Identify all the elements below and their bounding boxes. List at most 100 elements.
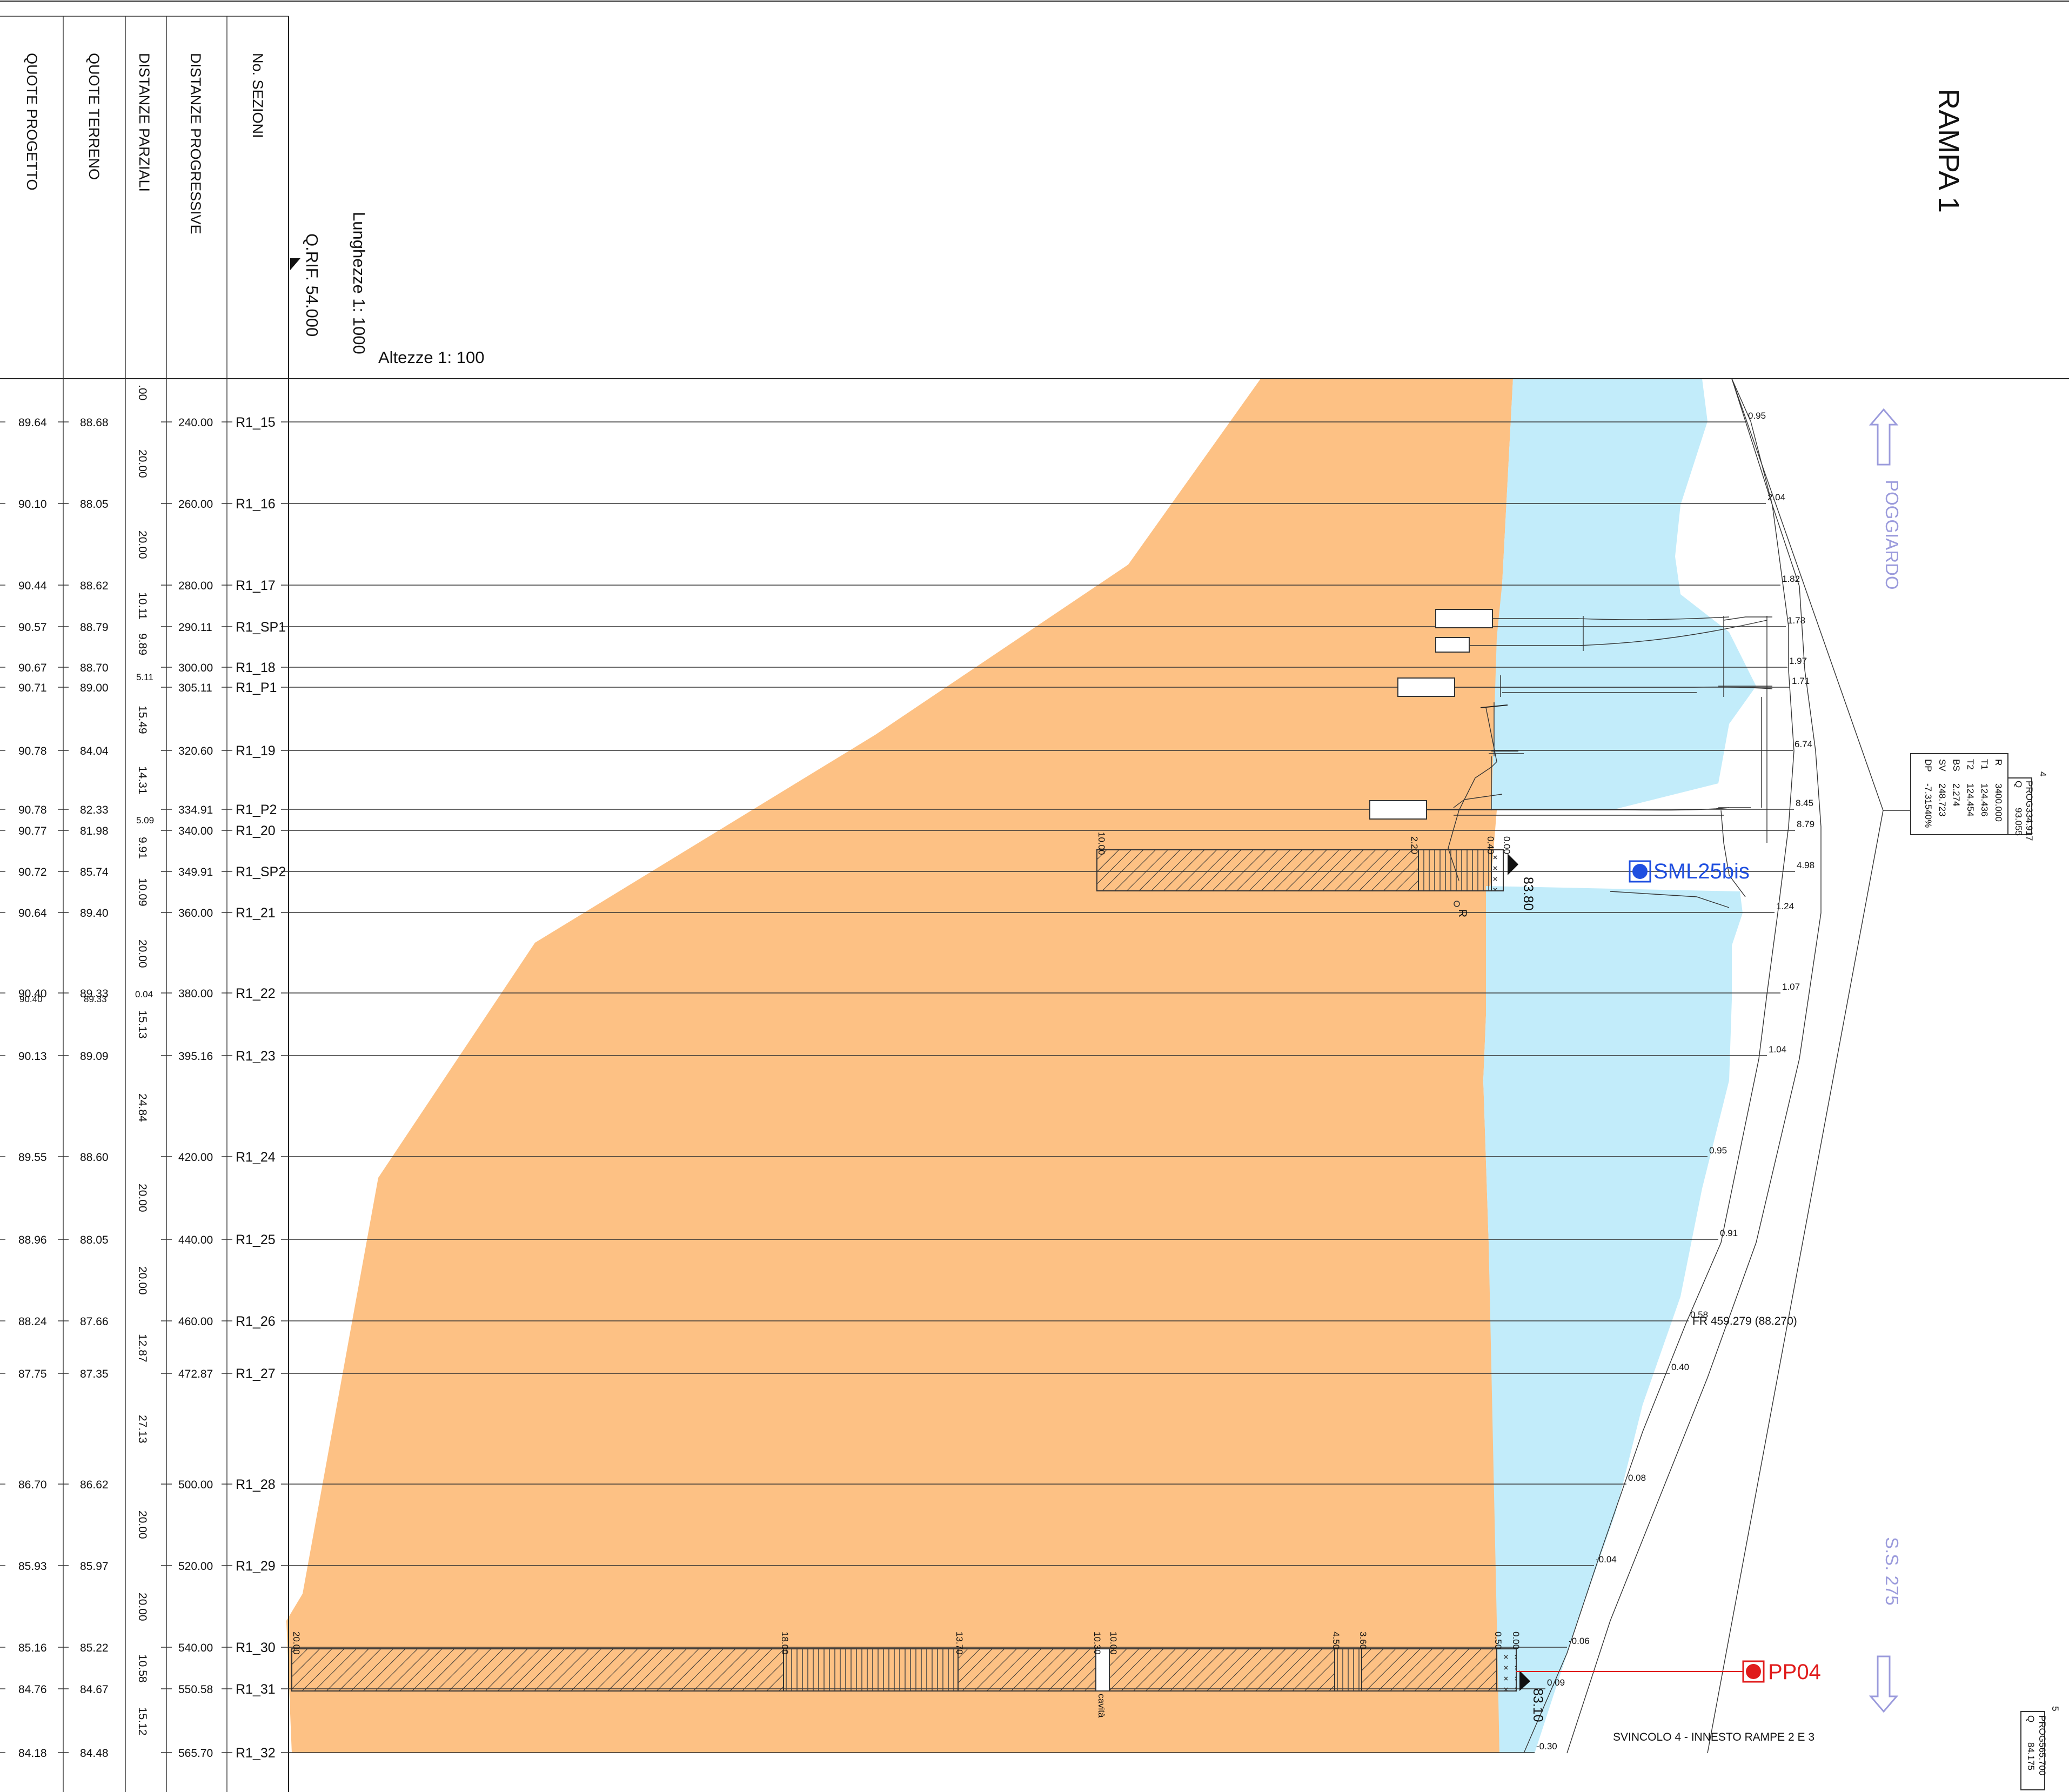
vertex-table-4: R 3400.000 T1 124.436 T2 124.454 BS 2.274 SV 248.… (1883, 753, 2048, 841)
section-row: 85.16 85.22 540.00 R1_30 -0.06 (0, 1636, 1590, 1655)
direction-south: S.S. 275 (1869, 1537, 1902, 1713)
section-value: 1.24 (1776, 901, 1794, 911)
quote-progetto: 84.18 (18, 1747, 47, 1760)
section-row: 90.78 84.04 320.60 R1_19 6.74 (0, 739, 1812, 759)
distanza-parziale: 10.11 (136, 592, 149, 620)
section-name: R1_25 (236, 1232, 276, 1247)
borehole-sml25bis: 10.00 2.20 0.40 0.00 83.80 SML25bis R (1096, 832, 1750, 917)
grade-line (1523, 378, 1795, 1754)
section-value: 1.04 (1769, 1044, 1786, 1055)
quote-terreno: 81.98 (80, 825, 109, 837)
quote-progetto: 90.40 (18, 988, 47, 1000)
quote-terreno: 89.40 (80, 907, 109, 920)
quote-progetto: 90.71 (18, 682, 47, 694)
quote-terreno: 85.22 (80, 1642, 109, 1654)
section-name: R1_SP2 (236, 864, 286, 880)
distanza-progressiva: 540.00 (178, 1642, 213, 1654)
vertex-param-label: R (1993, 759, 2004, 766)
section-value: 6.74 (1795, 739, 1812, 749)
quote-progetto: 90.10 (18, 498, 47, 511)
sml-mark-a: 0.40 (1485, 836, 1496, 854)
header-distanze-parziali: DISTANZE PARZIALI (136, 53, 152, 192)
profile-band (1491, 379, 1756, 810)
sml-mark-b: 0.00 (1502, 836, 1512, 854)
quote-terreno: 89.09 (80, 1050, 109, 1063)
quote-progetto: 90.13 (18, 1050, 47, 1063)
distanza-progressiva: 550.58 (178, 1683, 213, 1696)
section-value: 8.79 (1797, 819, 1814, 829)
section-name: R1_21 (236, 905, 276, 921)
distanza-parziale: 20.00 (136, 1184, 149, 1212)
pp04-water-level-icon (1519, 1670, 1530, 1691)
vertex-param-label: DP (1923, 759, 1933, 772)
section-name: R1_29 (236, 1559, 276, 1574)
vertex-param-value: 124.454 (1965, 783, 1976, 816)
pp-mark-top: 20.00 (291, 1632, 302, 1655)
distanza-parziale: 10.09 (136, 878, 149, 907)
distanza-parziale: 27.13 (136, 1415, 149, 1444)
quote-progetto: 88.24 (18, 1316, 47, 1328)
quote-progetto: 89.55 (18, 1151, 47, 1164)
quote-progetto: 90.44 (18, 580, 47, 592)
pp-mark-h: 0.00 (1511, 1632, 1521, 1649)
borehole-pp04: 20.00 18.00 13.70 10.30 10.00 4.50 3.60 … (291, 1632, 1821, 1722)
distanza-progressiva: 240.00 (178, 417, 213, 429)
r1-22-small-partial: 0.04 (135, 989, 153, 999)
section-value: 0.91 (1720, 1228, 1738, 1238)
distanza-parziale: 20.00 (136, 1266, 149, 1295)
pp-mark-b: 13.70 (954, 1632, 965, 1655)
quote-terreno: 85.97 (80, 1560, 109, 1573)
distanza-parziale: 20.00 (136, 1593, 149, 1621)
section-row: 90.44 88.62 280.00 R1_17 1.82 (0, 574, 1800, 593)
distanza-progressiva: 290.11 (178, 621, 212, 634)
section-value: 0.40 (1671, 1362, 1689, 1372)
section-rows: 89.64 88.68 240.00 R1_15 0.95 90.10 88.05 260.0… (0, 411, 1814, 1761)
structure-elements (1369, 609, 1773, 908)
r1-22-small-terreno: 89.33 (84, 994, 107, 1004)
vertex-table-5: 5 PROG 565.700 Q 84.175 (2020, 1706, 2060, 1790)
section-name: R1_30 (236, 1640, 276, 1655)
quote-terreno: 88.79 (80, 621, 109, 634)
footer-note: SVINCOLO 4 - INNESTO RAMPE 2 E 3 (1613, 1731, 1814, 1743)
pp-mark-g: 0.50 (1493, 1632, 1503, 1649)
section-value: 0.58 (1690, 1310, 1708, 1320)
distanza-parziale: 10.58 (136, 1654, 149, 1683)
pp-depth: 83.10 (1530, 1688, 1545, 1722)
quote-terreno: 87.35 (80, 1368, 109, 1380)
distanza-parziale: 20.00 (136, 449, 149, 478)
quote-terreno: 84.04 (80, 745, 109, 757)
quote-progetto: 85.93 (18, 1560, 47, 1573)
quote-terreno: 88.60 (80, 1151, 109, 1164)
section-row: 88.24 87.66 460.00 R1_26 0.58 (0, 1310, 1708, 1329)
quote-progetto: 90.78 (18, 745, 47, 757)
sml-depth: 83.80 (1521, 877, 1536, 911)
section-row: 90.10 88.05 260.00 R1_16 2.04 (0, 492, 1785, 512)
vertex-param-label: T1 (1979, 759, 1990, 770)
pp-mark-a: 18.00 (780, 1632, 790, 1655)
section-value: 1.82 (1782, 574, 1800, 584)
quote-terreno: 88.70 (80, 662, 109, 674)
section-name: R1_27 (236, 1366, 276, 1381)
reference-quote: Q.RIF. 54.000 (303, 233, 322, 337)
pp-cavity-label: cavità (1096, 1694, 1107, 1718)
quote-progetto: 90.67 (18, 662, 47, 674)
section-row: 84.18 84.48 565.70 R1_32 -0.30 (0, 1741, 1557, 1761)
quote-progetto: 90.78 (18, 804, 47, 816)
section-name: R1_19 (236, 743, 276, 759)
direction-north-label: POGGIARDO (1882, 480, 1902, 590)
section-value: 0.09 (1547, 1677, 1565, 1688)
section-value: 0.95 (1748, 411, 1766, 421)
distanza-parziale: 9.89 (136, 633, 149, 655)
distanza-progressiva: 260.00 (178, 498, 213, 511)
quote-progetto: 84.76 (18, 1683, 47, 1696)
distanza-progressiva: 380.00 (178, 988, 213, 1000)
distanza-parziale: 20.00 (136, 939, 149, 968)
section-value: 4.98 (1797, 860, 1814, 870)
header-quote-terreno: QUOTE TERRENO (86, 53, 102, 180)
arrow-down-icon (1869, 1655, 1899, 1713)
quote-terreno: 89.33 (80, 988, 109, 1000)
section-row: 90.64 89.40 360.00 R1_21 1.24 (0, 901, 1794, 921)
vt-q-label: Q (2013, 781, 2024, 788)
quote-terreno: 84.67 (80, 1683, 109, 1696)
